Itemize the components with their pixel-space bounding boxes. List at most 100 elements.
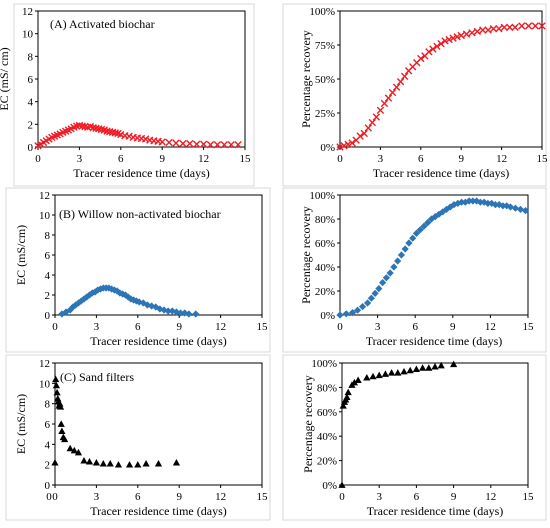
x-tick-label: 6 xyxy=(414,491,420,503)
y-tick-label: 20% xyxy=(315,286,335,298)
x-axis-label: Tracer residence time (days) xyxy=(367,504,504,518)
x-tick-label: 15 xyxy=(537,153,549,165)
data-point xyxy=(445,35,453,44)
x-axis-label: Tracer residence time (days) xyxy=(373,166,510,180)
data-point xyxy=(52,381,60,389)
y-tick-label: 10 xyxy=(39,210,51,222)
y-tick-label: 10 xyxy=(39,378,51,390)
data-point xyxy=(367,294,375,302)
data-point xyxy=(356,132,364,140)
data-point xyxy=(381,370,389,377)
data-point xyxy=(344,388,352,396)
data-point xyxy=(433,42,441,51)
x-tick-label: 15 xyxy=(240,153,252,165)
data-point xyxy=(384,94,393,102)
data-point xyxy=(375,371,383,379)
data-point xyxy=(70,446,78,454)
data-point xyxy=(392,83,401,91)
data-point xyxy=(125,132,133,140)
x-tick-label: 0 xyxy=(52,491,58,503)
data-point xyxy=(360,129,368,138)
data-point xyxy=(531,22,539,30)
x-tick-label: 9 xyxy=(159,153,165,165)
y-tick-label: 8 xyxy=(28,51,34,63)
x-tick-label: 6 xyxy=(118,153,124,165)
data-point xyxy=(114,461,123,468)
data-point xyxy=(397,251,406,259)
data-point xyxy=(134,461,142,468)
data-point xyxy=(165,138,173,147)
y-axis-label: EC (mS/ cm) xyxy=(0,47,11,110)
data-point xyxy=(344,140,352,148)
y-tick-label: 2 xyxy=(45,290,51,302)
data-point xyxy=(56,403,65,410)
data-point xyxy=(106,460,114,467)
chart-panel-5: 0 2 4 6 8 10 12 0 3 6 9 12 15 0 Tracer residence time … xyxy=(5,354,271,521)
data-point xyxy=(51,459,59,466)
data-point xyxy=(66,444,74,452)
data-point xyxy=(396,78,405,86)
x-tick-label: 3 xyxy=(94,491,100,503)
y-tick-label: 12 xyxy=(39,190,50,202)
data-point xyxy=(449,34,457,42)
data-point xyxy=(489,24,498,33)
y-tick-label: 40% xyxy=(315,262,335,274)
data-point xyxy=(58,427,66,434)
data-point xyxy=(53,388,61,396)
data-point xyxy=(125,461,134,468)
y-tick-label: 80% xyxy=(317,382,337,394)
y-tick-label: 50% xyxy=(315,74,335,86)
x-axis-label: Tracer residence time (days) xyxy=(366,334,503,348)
data-point xyxy=(417,54,425,63)
data-point xyxy=(234,141,242,149)
data-point xyxy=(99,460,107,467)
panel-title: (A) Activated biochar xyxy=(50,17,155,31)
data-point xyxy=(80,457,88,464)
plot-area xyxy=(339,194,529,316)
data-point xyxy=(386,269,394,277)
data-point xyxy=(479,26,487,34)
y-axis-label: EC (mS/cm) xyxy=(14,225,28,285)
data-point xyxy=(420,222,428,230)
y-tick-label: 4 xyxy=(28,97,34,109)
data-point xyxy=(74,448,83,456)
data-point xyxy=(462,30,471,38)
data-point xyxy=(376,106,385,114)
data-point xyxy=(176,309,185,317)
data-point xyxy=(85,458,94,465)
data-point xyxy=(380,99,389,108)
data-point xyxy=(342,310,350,318)
x-tick-label: 12 xyxy=(215,491,226,503)
data-point xyxy=(394,369,402,376)
panel-border xyxy=(282,187,547,353)
data-point xyxy=(480,198,488,206)
data-point xyxy=(369,372,377,380)
y-tick-label: 20% xyxy=(317,456,337,468)
panel-border xyxy=(5,187,271,353)
x-tick-label: 0 xyxy=(35,153,41,165)
y-tick-label: 2 xyxy=(28,119,34,131)
y-tick-label: 100% xyxy=(311,358,337,370)
x-tick-label: 15 xyxy=(257,321,269,333)
data-point xyxy=(424,219,432,227)
data-point xyxy=(465,197,473,205)
data-point xyxy=(400,367,408,375)
x-tick-label: 12 xyxy=(198,153,209,165)
y-tick-label: 100% xyxy=(309,190,335,202)
x-tick-label: 3 xyxy=(376,491,382,503)
data-point xyxy=(453,33,461,41)
y-tick-label: 100% xyxy=(309,6,335,18)
x-tick-label: 9 xyxy=(176,491,182,503)
x-tick-label: 3 xyxy=(375,321,381,333)
x-tick-label: 6 xyxy=(135,321,141,333)
data-point xyxy=(441,37,449,45)
y-tick-label: 80% xyxy=(315,214,335,226)
data-point xyxy=(54,394,62,402)
data-point xyxy=(500,23,508,32)
chart-panel-1: 0 2 4 6 8 10 12 0 3 6 9 12 15 Tracer residence time (… xyxy=(0,3,255,187)
plot-area xyxy=(341,362,529,486)
y-tick-label: 10 xyxy=(22,29,34,41)
data-point xyxy=(388,369,396,376)
data-point xyxy=(154,460,163,467)
panel-border xyxy=(282,3,547,187)
